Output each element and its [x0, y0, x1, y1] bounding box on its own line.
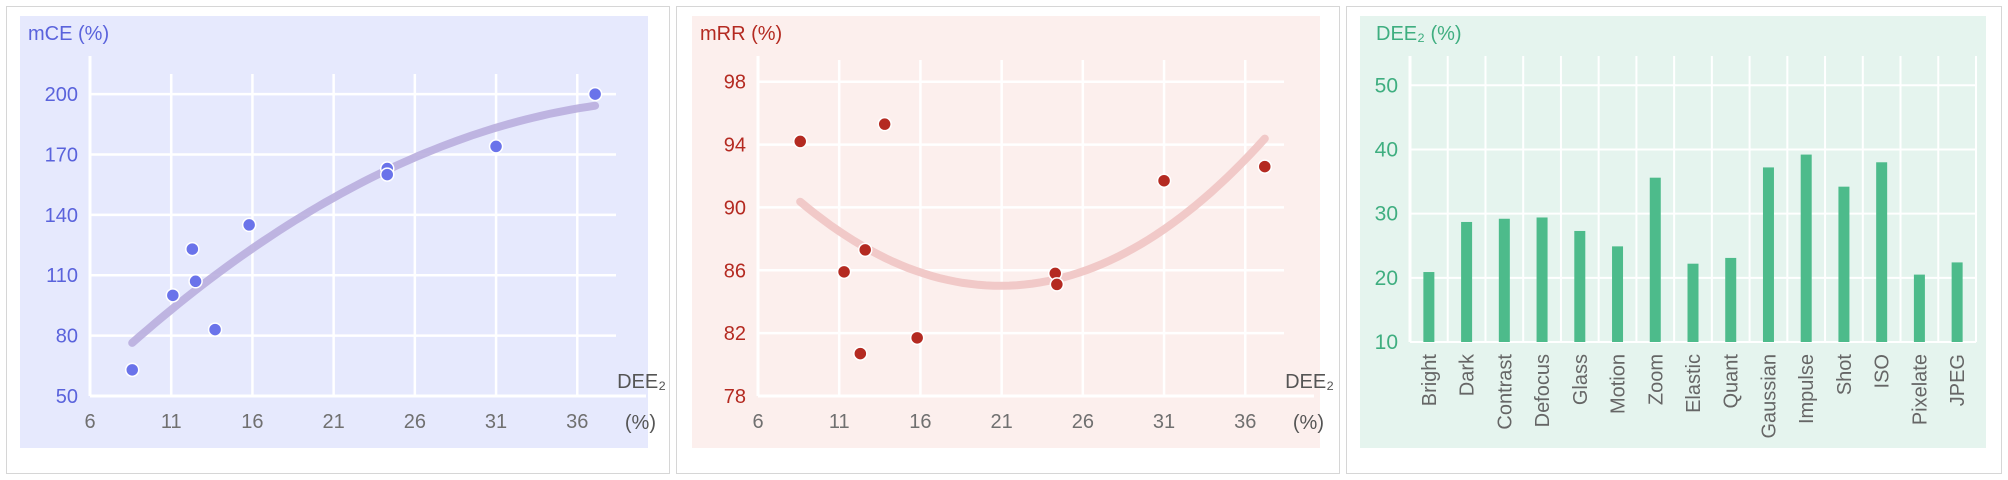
- data-point: [379, 167, 395, 182]
- y-tick-label: 50: [56, 386, 78, 408]
- data-point: [587, 86, 603, 102]
- data-point: [207, 322, 223, 337]
- x-tick-label: 36: [566, 411, 588, 433]
- data-point: [185, 241, 200, 257]
- y-tick-label: 140: [45, 205, 78, 227]
- data-point: [488, 139, 504, 154]
- trend-line: [128, 101, 600, 347]
- data-point: [165, 288, 181, 303]
- data-point: [188, 274, 203, 289]
- x-tick-label: 31: [485, 411, 507, 433]
- x-axis-title: DEE₂: [617, 371, 666, 393]
- x-axis-title-unit: (%): [625, 412, 656, 434]
- x-tick-label: 21: [323, 411, 345, 433]
- y-tick-label: 170: [45, 144, 78, 166]
- y-tick-label: 110: [46, 265, 78, 287]
- y-tick-label: 200: [45, 84, 78, 106]
- y-tick-label: 80: [56, 326, 78, 348]
- x-tick-label: 11: [161, 411, 182, 433]
- x-tick-label: 6: [84, 411, 95, 433]
- y-axis-title: mCE (%): [28, 23, 109, 45]
- data-point: [241, 217, 257, 233]
- data-point: [124, 362, 140, 378]
- x-tick-label: 26: [404, 411, 426, 433]
- x-tick-label: 16: [241, 411, 263, 433]
